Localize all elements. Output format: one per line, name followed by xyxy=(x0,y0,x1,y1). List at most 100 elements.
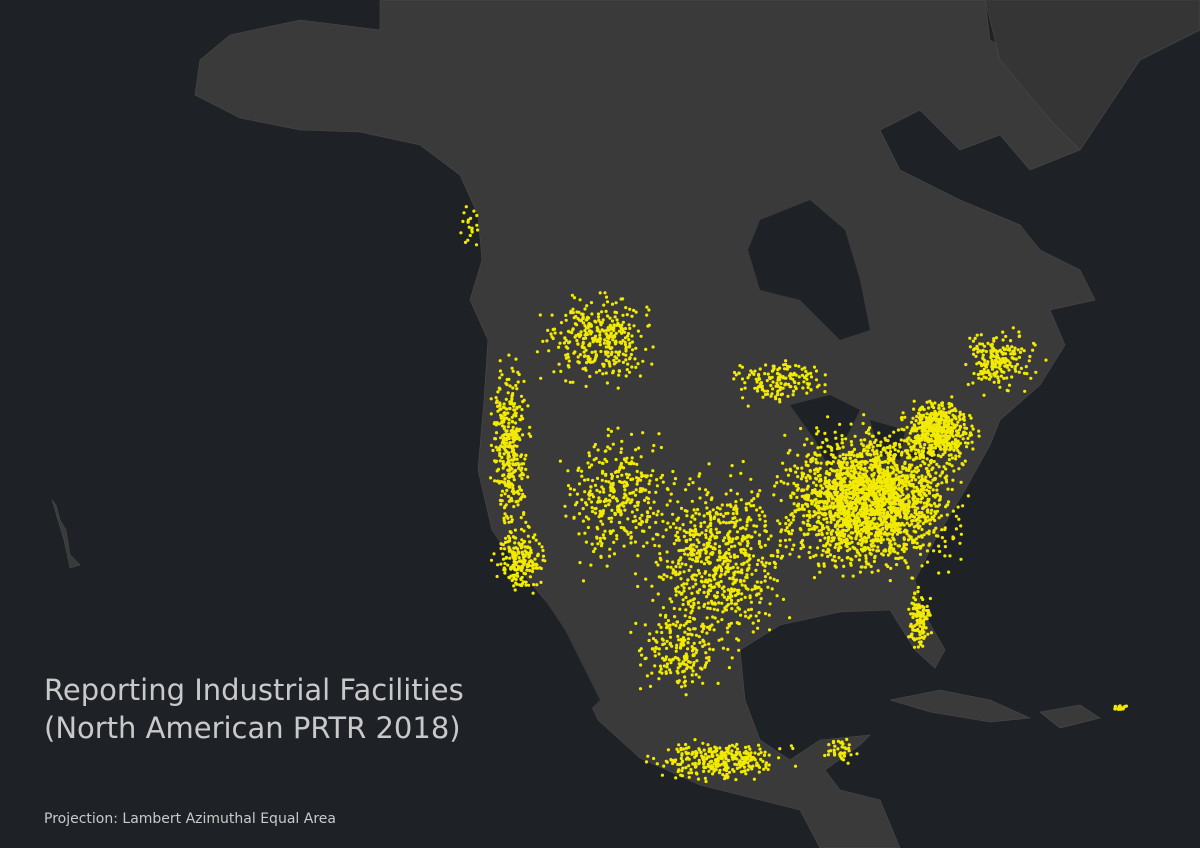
facility-dot xyxy=(871,484,875,488)
facility-dot xyxy=(562,341,567,345)
facility-dot xyxy=(508,407,512,411)
facility-dot xyxy=(772,560,776,565)
facility-dot xyxy=(600,310,604,314)
facility-dot xyxy=(633,504,637,508)
facility-dot xyxy=(516,503,520,507)
facility-dot xyxy=(942,407,946,411)
facility-dot xyxy=(735,555,740,559)
facility-dot xyxy=(715,582,719,586)
facility-dot xyxy=(866,494,871,498)
facility-dot xyxy=(886,461,890,465)
facility-dot xyxy=(920,449,924,453)
facility-dot xyxy=(564,514,568,518)
facility-dot xyxy=(841,490,845,495)
facility-dot xyxy=(720,762,724,766)
facility-dot xyxy=(934,471,938,475)
facility-dot xyxy=(924,435,928,439)
facility-dot xyxy=(856,516,860,520)
facility-dot xyxy=(892,478,896,482)
facility-dot xyxy=(936,453,941,458)
facility-dot xyxy=(929,511,933,515)
facility-dot xyxy=(938,436,942,440)
facility-dot xyxy=(684,766,688,770)
facility-dot xyxy=(714,768,718,772)
facility-dot xyxy=(814,483,818,487)
facility-dot xyxy=(900,474,904,478)
facility-dot xyxy=(621,313,625,317)
facility-dot xyxy=(861,491,865,495)
facility-dot xyxy=(589,360,593,364)
facility-dot xyxy=(911,440,915,444)
facility-dot xyxy=(494,431,499,435)
facility-dot xyxy=(607,480,611,484)
facility-dot xyxy=(925,549,930,553)
facility-dot xyxy=(691,558,695,562)
facility-dot xyxy=(921,506,925,510)
facility-dot xyxy=(912,545,916,549)
facility-dot xyxy=(886,487,891,491)
facility-dot xyxy=(927,440,931,444)
facility-dot xyxy=(909,448,913,452)
facility-dot xyxy=(701,622,705,626)
facility-dot xyxy=(704,535,708,540)
facility-dot xyxy=(869,453,873,457)
facility-dot xyxy=(795,495,799,499)
facility-dot xyxy=(618,350,622,354)
facility-dot xyxy=(962,415,966,419)
facility-dot xyxy=(633,540,638,544)
facility-dot xyxy=(905,425,909,429)
facility-dot xyxy=(852,509,856,513)
facility-dot xyxy=(727,521,732,525)
facility-dot xyxy=(574,314,578,319)
facility-dot xyxy=(581,315,585,319)
facility-dot xyxy=(604,332,609,336)
facility-dot xyxy=(689,771,694,775)
facility-dot xyxy=(916,426,921,430)
facility-dot xyxy=(870,474,875,478)
facility-dot xyxy=(835,533,840,537)
facility-dot xyxy=(743,610,747,614)
facility-dot xyxy=(712,607,716,611)
facility-dot xyxy=(797,507,801,512)
facility-dot xyxy=(917,489,922,494)
great-lakes xyxy=(790,395,940,470)
facility-dot xyxy=(911,416,915,420)
facility-dot xyxy=(676,634,680,639)
facility-dot xyxy=(917,408,922,412)
facility-dot xyxy=(740,583,744,587)
facility-dot xyxy=(623,343,628,347)
facility-dot xyxy=(860,543,864,547)
facility-dot xyxy=(504,536,508,540)
facility-dot xyxy=(596,312,601,316)
facility-dot xyxy=(837,536,841,540)
facility-dot xyxy=(902,536,906,540)
facility-dot xyxy=(839,533,843,537)
facility-dot xyxy=(850,558,854,562)
facility-dot xyxy=(590,463,594,467)
facility-dot xyxy=(494,401,498,405)
facility-dot xyxy=(749,535,753,539)
facility-dot xyxy=(936,422,940,426)
facility-dot xyxy=(664,528,668,532)
facility-dot xyxy=(590,312,594,316)
facility-dot xyxy=(912,407,916,411)
facility-dot xyxy=(500,421,504,425)
facility-dot xyxy=(597,496,601,500)
facility-dot xyxy=(711,508,715,512)
facility-dot xyxy=(553,331,557,335)
facility-dot xyxy=(516,380,520,384)
facility-dot xyxy=(623,528,627,533)
facility-dot xyxy=(665,550,669,554)
facility-dot xyxy=(705,545,709,549)
facility-dot xyxy=(639,455,643,459)
facility-dot xyxy=(886,564,890,569)
facility-dot xyxy=(879,450,883,454)
facility-dot xyxy=(725,764,729,768)
facility-dot xyxy=(596,448,600,452)
facility-dot xyxy=(522,561,527,565)
facility-dot xyxy=(711,615,715,619)
facility-dot xyxy=(507,481,511,485)
facility-dot xyxy=(757,752,761,756)
facility-dot xyxy=(940,481,944,485)
facility-dot xyxy=(850,485,854,489)
